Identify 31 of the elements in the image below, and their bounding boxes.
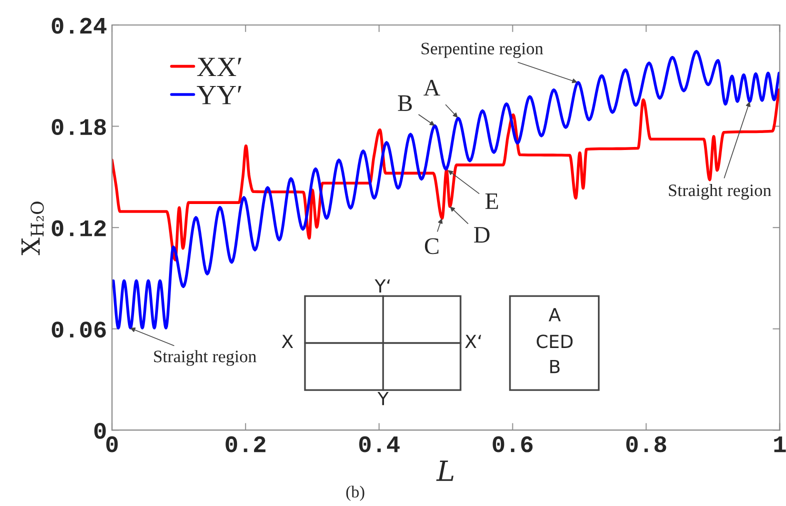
annotation: B [398, 95, 412, 111]
annotation: X‘ [465, 334, 482, 348]
annotation: Y [378, 392, 389, 406]
annotation: E [485, 193, 498, 209]
annotation: X [282, 334, 294, 348]
x-tick-label: 0 [106, 436, 118, 452]
annotation: B [550, 360, 560, 374]
legend-label: XX′ [197, 58, 242, 76]
x-tick-label: 0.2 [226, 436, 266, 452]
annotation: A [548, 308, 561, 322]
annotation: Straight region [154, 350, 256, 366]
annotation: Serpentine region [422, 42, 544, 58]
y-tick-label: 0.24 [52, 18, 106, 34]
legend-label: YY′ [196, 86, 242, 104]
x-tick-label: 1 [774, 436, 786, 452]
x-axis-title: L [436, 460, 454, 481]
y-tick-label: 0.12 [52, 220, 106, 236]
x-tick-label: 0.6 [492, 436, 533, 452]
annotation: CED [536, 334, 573, 348]
x-tick-label: 0.8 [626, 436, 666, 452]
y-tick-label: 0.06 [52, 322, 106, 338]
annotation: Straight region [668, 184, 772, 200]
y-tick-label: 0 [94, 422, 106, 439]
annotation: A [424, 80, 440, 96]
x-tick-label: 0.4 [359, 436, 400, 452]
text: (b) [346, 486, 364, 501]
annotation: Y‘ [374, 279, 390, 292]
y-tick-label: 0.18 [52, 119, 106, 136]
y-axis-title: X$_{H₂O}$ [21, 202, 44, 256]
annotation: D [474, 227, 490, 243]
annotation: C [424, 238, 438, 254]
